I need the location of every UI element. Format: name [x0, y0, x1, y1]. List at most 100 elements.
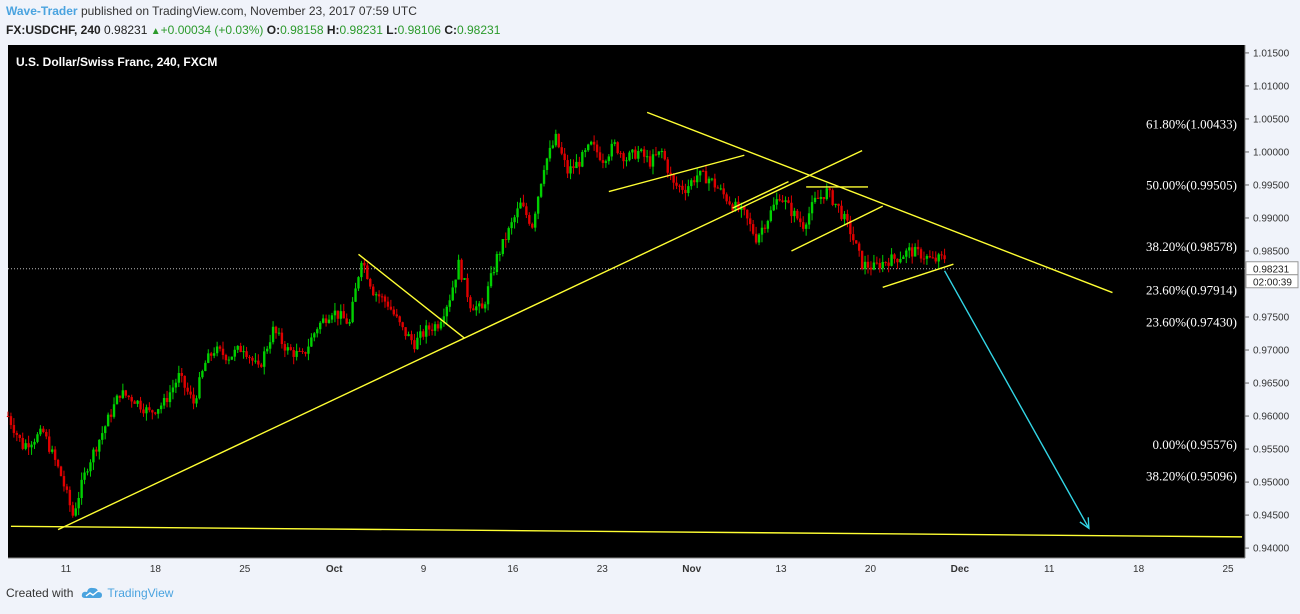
candle-body — [201, 371, 204, 378]
candle-body — [931, 257, 935, 259]
candle-body — [896, 258, 899, 263]
candle-body — [754, 233, 758, 243]
candle-body — [492, 272, 496, 274]
candle-body — [33, 441, 36, 445]
candle-body — [480, 303, 484, 309]
y-tick-label: 0.96000 — [1253, 412, 1290, 423]
candle-body — [383, 296, 387, 302]
candle-body — [899, 258, 902, 263]
chart-header: Wave-Trader published on TradingView.com… — [6, 2, 500, 40]
candle-body — [913, 246, 917, 257]
candle-body — [45, 431, 48, 437]
candle-body — [251, 357, 254, 361]
candle-body — [802, 222, 805, 229]
candle-body — [507, 228, 510, 240]
fib-level-label: 0.00%(0.95576) — [1153, 437, 1238, 452]
trendline — [791, 205, 884, 252]
candle-body — [380, 296, 384, 298]
candle-body — [174, 382, 178, 388]
tradingview-link[interactable]: TradingView — [107, 586, 174, 600]
candle-body — [74, 508, 77, 516]
y-tick-label: 1.00500 — [1253, 114, 1290, 125]
candle-body — [95, 449, 98, 452]
candle-body — [212, 353, 216, 356]
countdown-label: 02:00:39 — [1253, 277, 1292, 288]
candle-body — [127, 395, 130, 398]
candle-body — [307, 346, 310, 354]
countdown-box — [1245, 274, 1299, 289]
candle-body — [189, 391, 192, 395]
candle-body — [554, 133, 558, 146]
x-tick-label: Oct — [326, 564, 343, 575]
candle-body — [542, 169, 546, 184]
candle-body — [710, 178, 714, 180]
candle-body — [263, 351, 266, 367]
candle-body — [360, 262, 363, 278]
candle-body — [557, 133, 560, 148]
candle-body — [50, 449, 54, 452]
x-axis[interactable]: 11 18 25 Oct 9 16 23 Nov 13 20 Dec 11 18 25 — [8, 557, 1245, 575]
candle-body — [536, 196, 540, 214]
candle-body — [24, 443, 27, 449]
trendline — [646, 111, 1113, 294]
candle-body — [36, 434, 39, 442]
high-label: H: — [326, 23, 340, 37]
candle-body — [204, 362, 207, 372]
candle-body — [719, 188, 722, 190]
candle-body — [578, 161, 581, 167]
candle-body — [404, 327, 407, 337]
trendline — [882, 263, 954, 288]
candle-body — [12, 425, 16, 433]
candle-body — [265, 348, 269, 352]
candle-body — [89, 462, 92, 472]
candle-body — [392, 309, 396, 315]
candle-body — [690, 180, 693, 187]
candle-body — [292, 350, 295, 357]
candle-body — [53, 449, 57, 460]
candle-body — [68, 489, 72, 506]
candle-body — [751, 224, 755, 234]
candle-body — [890, 254, 893, 266]
candle-body — [645, 156, 649, 158]
candle-body — [436, 324, 440, 329]
candle-body — [928, 256, 932, 258]
candle-body — [560, 147, 563, 154]
candle-body — [109, 414, 113, 417]
candle-body — [695, 175, 699, 183]
candle-body — [716, 187, 720, 189]
candle-body — [118, 395, 122, 398]
candle-body — [657, 151, 661, 155]
candle-body — [760, 227, 764, 235]
candle-body — [475, 306, 478, 311]
candle-body — [881, 261, 884, 269]
candle-body — [469, 297, 472, 309]
candle-body — [457, 259, 460, 280]
candle-body — [672, 174, 675, 183]
candle-body — [834, 203, 837, 205]
candle-body — [151, 410, 154, 413]
candle-body — [27, 443, 30, 448]
plot-background — [8, 45, 1245, 558]
y-tick-label: 0.99500 — [1253, 180, 1290, 191]
candle-body — [295, 350, 298, 357]
candle-body — [310, 337, 313, 347]
x-tick-label: 16 — [507, 564, 519, 575]
candle-body — [86, 471, 89, 473]
candle-body — [822, 197, 826, 200]
candle-body — [324, 318, 328, 323]
x-tick-label: 23 — [597, 564, 609, 575]
candle-body — [92, 449, 95, 463]
candle-body — [804, 224, 808, 229]
candle-body — [866, 261, 870, 268]
candle-body — [787, 200, 790, 203]
candle-body — [410, 334, 413, 341]
candle-body — [39, 428, 42, 435]
candle-body — [584, 150, 587, 152]
candle-body — [277, 332, 281, 334]
candle-body — [304, 352, 307, 354]
author-link[interactable]: Wave-Trader — [6, 4, 78, 18]
y-axis[interactable]: 1.01500 1.01000 1.00500 1.00000 0.99500 0.990… — [1244, 45, 1299, 558]
price-label: 0.98231 — [1253, 264, 1290, 275]
y-tick-label: 0.97000 — [1253, 346, 1290, 357]
